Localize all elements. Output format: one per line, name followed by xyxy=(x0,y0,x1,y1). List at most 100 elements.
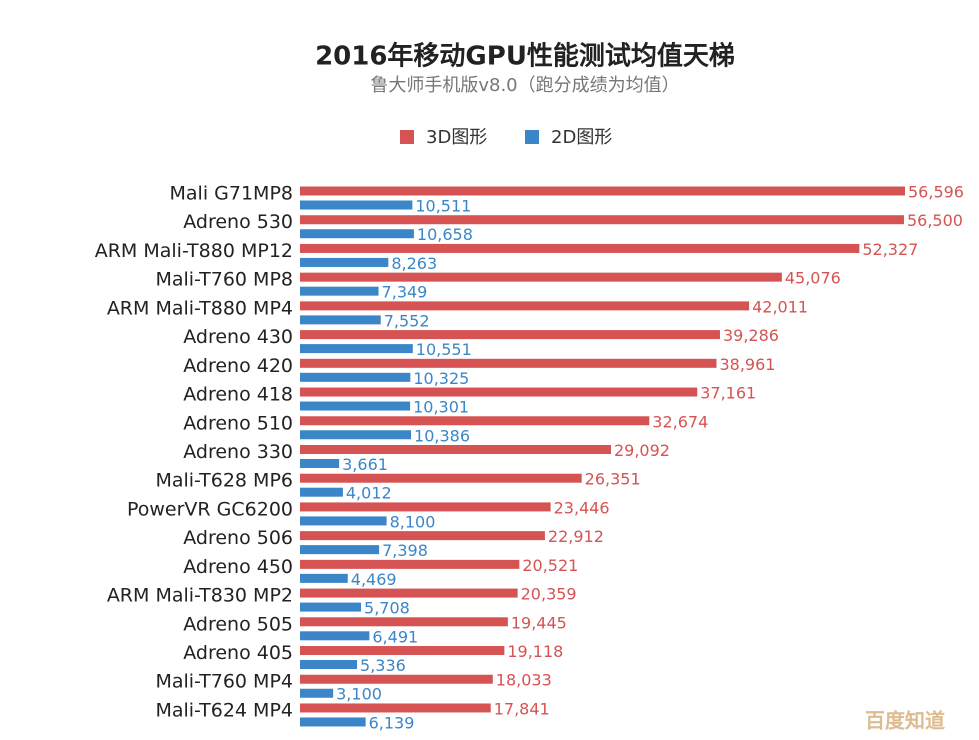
bar xyxy=(300,330,720,340)
value-label: 56,596 xyxy=(908,183,964,202)
category-label: Adreno 450 xyxy=(183,556,293,578)
bar xyxy=(300,660,358,670)
category-label: Mali G71MP8 xyxy=(170,183,293,205)
value-label: 10,325 xyxy=(413,369,469,388)
category-label: Adreno 430 xyxy=(183,326,293,348)
bar xyxy=(300,344,413,354)
bar xyxy=(300,272,782,282)
value-label: 7,398 xyxy=(382,541,428,560)
bar xyxy=(300,444,611,454)
value-label: 20,359 xyxy=(521,585,577,604)
bar xyxy=(300,646,505,656)
bar xyxy=(300,229,414,239)
bar xyxy=(300,186,905,196)
value-label: 10,658 xyxy=(417,225,473,244)
bar xyxy=(300,215,904,225)
value-label: 8,100 xyxy=(390,512,436,531)
category-label: ARM Mali-T880 MP4 xyxy=(107,297,293,319)
bar xyxy=(300,674,493,684)
value-label: 7,552 xyxy=(384,311,430,330)
category-label: ARM Mali-T880 MP12 xyxy=(95,240,293,262)
value-label: 18,033 xyxy=(496,671,552,690)
value-label: 19,118 xyxy=(507,642,563,661)
bar xyxy=(300,559,520,569)
value-label: 20,521 xyxy=(522,556,578,575)
category-label: Mali-T624 MP4 xyxy=(155,699,293,721)
value-label: 7,349 xyxy=(382,283,428,302)
value-label: 10,301 xyxy=(413,398,469,417)
bar xyxy=(300,473,582,483)
bar xyxy=(300,531,545,541)
category-label: Adreno 330 xyxy=(183,441,293,463)
bar xyxy=(300,401,411,411)
value-label: 8,263 xyxy=(391,254,437,273)
category-label: ARM Mali-T830 MP2 xyxy=(107,585,293,607)
chart-subtitle: 鲁大师手机版v8.0（跑分成绩为均值） xyxy=(370,75,679,96)
bar xyxy=(300,516,387,526)
category-label: Adreno 405 xyxy=(183,642,293,664)
value-label: 17,841 xyxy=(494,699,550,718)
bar xyxy=(300,588,518,598)
value-label: 37,161 xyxy=(700,384,756,403)
category-label: Adreno 420 xyxy=(183,355,293,377)
bar xyxy=(300,315,381,325)
value-label: 26,351 xyxy=(585,470,641,489)
value-label: 3,100 xyxy=(336,685,382,704)
category-label: Adreno 530 xyxy=(183,211,293,233)
legend-label: 2D图形 xyxy=(551,127,612,148)
value-label: 45,076 xyxy=(785,269,841,288)
bar xyxy=(300,301,750,311)
value-label: 56,500 xyxy=(907,211,963,230)
bar xyxy=(300,200,413,210)
bar xyxy=(300,602,362,612)
chart-title: 2016年移动GPU性能测试均值天梯 xyxy=(315,41,735,72)
category-label: Mali-T760 MP8 xyxy=(155,269,293,291)
bar xyxy=(300,416,650,426)
value-label: 32,674 xyxy=(652,412,708,431)
value-label: 19,445 xyxy=(511,613,567,632)
bar xyxy=(300,502,551,512)
value-label: 10,511 xyxy=(415,197,471,216)
bar xyxy=(300,387,698,397)
value-label: 3,661 xyxy=(342,455,388,474)
category-label: Mali-T628 MP6 xyxy=(155,470,293,492)
category-label: Adreno 510 xyxy=(183,412,293,434)
bar xyxy=(300,688,334,698)
value-label: 5,708 xyxy=(364,599,410,618)
value-label: 38,961 xyxy=(719,355,775,374)
value-label: 6,139 xyxy=(369,713,415,732)
bar xyxy=(300,703,491,713)
bar xyxy=(300,573,348,583)
bar xyxy=(300,717,366,727)
value-label: 23,446 xyxy=(554,498,610,517)
bar xyxy=(300,286,379,296)
watermark: 百度知道 xyxy=(865,709,945,733)
bar xyxy=(300,243,860,253)
bar xyxy=(300,358,717,368)
legend-swatch xyxy=(400,130,414,144)
value-label: 4,469 xyxy=(351,570,397,589)
value-label: 39,286 xyxy=(723,326,779,345)
value-label: 29,092 xyxy=(614,441,670,460)
bar xyxy=(300,631,370,641)
bar xyxy=(300,430,412,440)
value-label: 10,386 xyxy=(414,426,470,445)
value-label: 22,912 xyxy=(548,527,604,546)
legend-swatch xyxy=(525,130,539,144)
bar xyxy=(300,617,508,627)
category-label: Adreno 506 xyxy=(183,527,293,549)
value-label: 4,012 xyxy=(346,484,392,503)
bar xyxy=(300,545,380,555)
category-label: Mali-T760 MP4 xyxy=(155,671,293,693)
bar xyxy=(300,458,340,468)
category-label: Adreno 418 xyxy=(183,384,293,406)
category-label: PowerVR GC6200 xyxy=(127,498,293,520)
category-label: Adreno 505 xyxy=(183,613,293,635)
bar xyxy=(300,487,343,497)
legend-label: 3D图形 xyxy=(426,127,487,148)
value-label: 6,491 xyxy=(372,627,418,646)
value-label: 52,327 xyxy=(862,240,918,259)
value-label: 42,011 xyxy=(752,297,808,316)
value-label: 10,551 xyxy=(416,340,472,359)
